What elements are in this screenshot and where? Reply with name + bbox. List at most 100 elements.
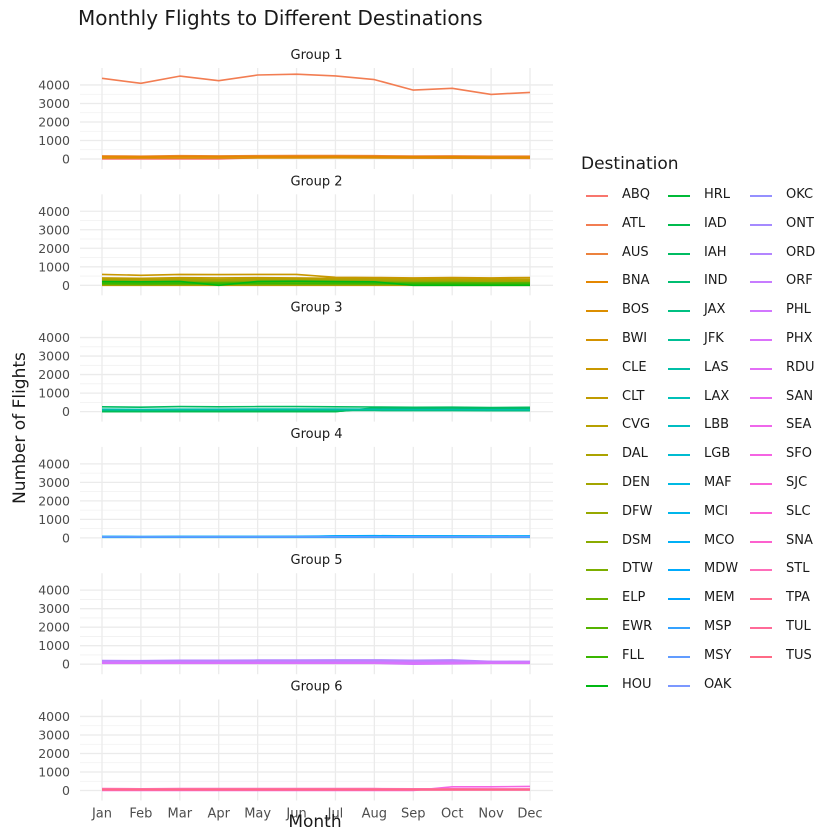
y-tick-label: 2000	[38, 493, 70, 508]
facet-strip-label: Group 6	[291, 680, 343, 695]
y-tick-label: 3000	[38, 475, 70, 490]
legend-key-line	[586, 511, 608, 514]
y-tick-label: 4000	[38, 77, 70, 92]
series-line-cvg	[101, 278, 531, 281]
legend-label: SJC	[786, 475, 808, 490]
x-tick-label: Jan	[91, 807, 112, 822]
legend-key-line	[750, 223, 772, 226]
legend-label: BNA	[622, 273, 650, 289]
legend-label: SLC	[786, 503, 811, 519]
y-tick-label: 2000	[38, 114, 70, 129]
legend-key-line	[586, 281, 608, 284]
x-tick-label: Mar	[168, 807, 193, 822]
legend-label: LBB	[704, 417, 730, 433]
legend-label: TUL	[786, 619, 811, 634]
facet-strip-label: Group 1	[291, 48, 343, 63]
y-tick-label: 1000	[38, 259, 70, 274]
y-tick-label: 3000	[38, 601, 70, 616]
legend-key-line	[586, 540, 608, 543]
legend-label: DTW	[622, 561, 653, 577]
facet-strip-label: Group 2	[291, 174, 343, 189]
legend-label: JAX	[704, 302, 726, 318]
legend-title: Destination	[581, 154, 679, 174]
legend-key-line	[668, 655, 690, 658]
legend-label: ORD	[786, 244, 816, 260]
y-tick-label: 4000	[38, 583, 70, 598]
legend-key-line	[668, 454, 690, 457]
legend-key-line	[668, 627, 690, 629]
chart-plot-area: Group 1 0 1000 2000 3000 4000 Group 2 0 1000 2000…	[38, 48, 553, 822]
x-tick-label: May	[244, 807, 271, 822]
series-line-cle	[101, 273, 531, 279]
legend-key-line	[668, 540, 690, 543]
y-tick-label: 1000	[38, 386, 70, 401]
x-tick-label: Jun	[285, 807, 306, 822]
series-line-bna	[101, 155, 530, 158]
legend-key-line	[668, 425, 690, 428]
legend-key-line	[586, 396, 608, 399]
legend-key-line	[586, 454, 608, 457]
legend-label: CLT	[622, 388, 645, 404]
legend-label: SFO	[786, 446, 812, 462]
y-tick-label: 1000	[38, 512, 70, 527]
legend-label: ORF	[786, 273, 813, 289]
legend-key-line	[668, 252, 690, 255]
legend-key-line	[586, 310, 608, 313]
legend-key-line	[750, 425, 772, 428]
series-line-hou	[101, 280, 530, 287]
legend-label: LAX	[704, 388, 730, 404]
legend-key-line	[750, 540, 772, 543]
legend-label: SAN	[786, 388, 814, 404]
y-tick-label: 2000	[38, 746, 70, 761]
legend-label: MCI	[704, 503, 729, 519]
legend-key-line	[668, 223, 690, 226]
legend-key-line	[750, 310, 772, 313]
legend-label: TUS	[786, 647, 812, 663]
legend-key-line	[668, 281, 690, 284]
legend-key-line	[668, 195, 690, 197]
y-tick-label: 4000	[38, 456, 70, 471]
legend-key-line	[750, 339, 772, 341]
legend-key-line	[750, 367, 772, 370]
legend-label: DAL	[622, 446, 648, 462]
x-tick-label: Jul	[327, 807, 344, 822]
legend-label: ABQ	[622, 187, 651, 202]
facet-strip-label: Group 4	[291, 427, 343, 442]
legend-label: IND	[704, 273, 728, 289]
y-tick-label: 3000	[38, 96, 70, 111]
facet-strip-label: Group 5	[291, 553, 343, 568]
y-tick-label: 2000	[38, 620, 70, 635]
legend-label: HRL	[704, 187, 731, 202]
series-line-clt	[101, 276, 531, 281]
legend-label: OAK	[704, 676, 732, 692]
legend-key-line	[750, 454, 772, 457]
legend-label: PHX	[786, 331, 813, 346]
legend-label: MEM	[704, 590, 735, 606]
legend-label: CVG	[622, 417, 651, 433]
y-tick-label: 4000	[38, 204, 70, 219]
legend-key-line	[586, 223, 608, 226]
legend-key-line	[668, 511, 690, 514]
legend-label: SEA	[786, 417, 812, 433]
x-tick-label: Apr	[207, 807, 230, 822]
legend-label: DFW	[622, 503, 653, 519]
legend-key-line	[668, 684, 690, 687]
x-tick-label: Aug	[362, 807, 387, 822]
legend-label: MCO	[704, 532, 735, 548]
legend-key-line	[750, 396, 772, 399]
legend-key-line	[586, 425, 608, 428]
legend-label: IAD	[704, 215, 727, 231]
legend-label: STL	[786, 561, 810, 577]
legend-key-line	[668, 569, 690, 572]
y-tick-label: 4000	[38, 330, 70, 345]
y-tick-label: 3000	[38, 222, 70, 237]
legend-key-line	[750, 627, 772, 629]
legend-key-line	[586, 627, 608, 629]
y-tick-label: 3000	[38, 349, 70, 364]
legend-label: HOU	[622, 676, 652, 692]
x-tick-label: Feb	[129, 807, 152, 822]
y-tick-label: 0	[62, 783, 70, 798]
series-line-iad	[102, 407, 531, 413]
legend-label: DSM	[622, 532, 652, 548]
x-tick-label: Sep	[401, 807, 426, 822]
